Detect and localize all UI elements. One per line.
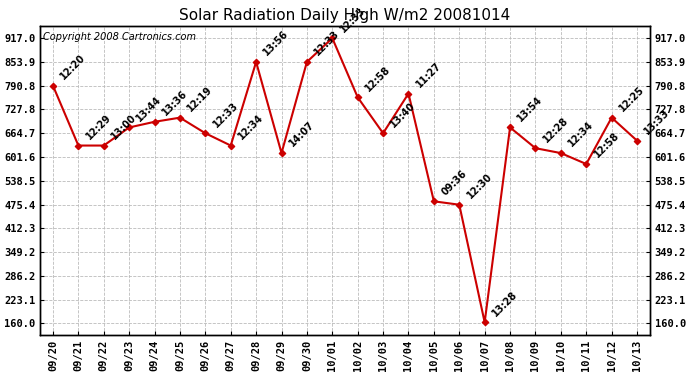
Point bbox=[175, 115, 186, 121]
Point bbox=[250, 59, 262, 65]
Text: 12:19: 12:19 bbox=[186, 84, 215, 114]
Point bbox=[479, 319, 490, 325]
Text: 12:20: 12:20 bbox=[59, 53, 88, 81]
Text: 13:33: 13:33 bbox=[642, 108, 671, 136]
Point bbox=[377, 130, 388, 136]
Point bbox=[454, 202, 465, 208]
Text: 13:56: 13:56 bbox=[262, 29, 290, 58]
Point bbox=[352, 94, 363, 100]
Point bbox=[606, 115, 617, 121]
Point bbox=[428, 198, 440, 204]
Text: 12:34: 12:34 bbox=[236, 112, 265, 141]
Point bbox=[530, 145, 541, 151]
Text: 14:07: 14:07 bbox=[287, 120, 316, 149]
Text: 13:40: 13:40 bbox=[388, 100, 417, 129]
Text: Copyright 2008 Cartronics.com: Copyright 2008 Cartronics.com bbox=[43, 32, 197, 42]
Text: 09:36: 09:36 bbox=[440, 168, 469, 197]
Title: Solar Radiation Daily High W/m2 20081014: Solar Radiation Daily High W/m2 20081014 bbox=[179, 8, 511, 23]
Text: 13:44: 13:44 bbox=[135, 94, 164, 123]
Point bbox=[504, 124, 515, 130]
Point bbox=[276, 150, 287, 156]
Point bbox=[403, 90, 414, 96]
Point bbox=[327, 35, 338, 41]
Text: 12:33: 12:33 bbox=[338, 5, 367, 34]
Text: 13:54: 13:54 bbox=[515, 94, 544, 123]
Text: 12:33: 12:33 bbox=[313, 29, 342, 58]
Text: 11:27: 11:27 bbox=[414, 60, 443, 89]
Text: 13:00: 13:00 bbox=[109, 112, 138, 141]
Point bbox=[98, 142, 109, 148]
Point bbox=[581, 161, 592, 167]
Point bbox=[631, 138, 642, 144]
Text: 12:58: 12:58 bbox=[363, 64, 393, 93]
Text: 12:34: 12:34 bbox=[566, 120, 595, 149]
Point bbox=[555, 150, 566, 156]
Text: 12:33: 12:33 bbox=[211, 100, 240, 129]
Text: 12:58: 12:58 bbox=[592, 131, 621, 160]
Point bbox=[225, 142, 236, 148]
Text: 13:28: 13:28 bbox=[490, 289, 520, 318]
Point bbox=[149, 119, 160, 125]
Text: 12:28: 12:28 bbox=[541, 115, 570, 144]
Point bbox=[124, 124, 135, 130]
Text: 12:29: 12:29 bbox=[84, 112, 113, 141]
Point bbox=[48, 83, 59, 89]
Text: 13:36: 13:36 bbox=[160, 88, 189, 118]
Text: 12:25: 12:25 bbox=[617, 84, 646, 114]
Text: 12:30: 12:30 bbox=[465, 171, 494, 201]
Point bbox=[302, 59, 313, 65]
Point bbox=[73, 142, 84, 148]
Point bbox=[200, 130, 211, 136]
